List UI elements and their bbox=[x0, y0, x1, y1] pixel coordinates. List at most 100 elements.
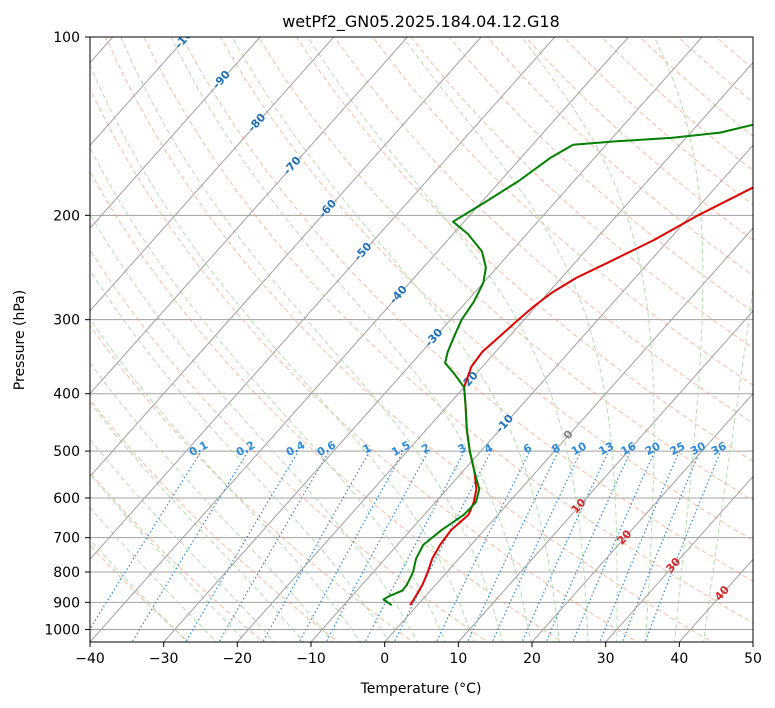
isotherm-label-bg bbox=[210, 73, 233, 86]
isotherm-label-bg bbox=[458, 374, 481, 387]
isotherm-line bbox=[604, 475, 753, 642]
moist-adiabat bbox=[402, 37, 618, 642]
y-tick-label: 200 bbox=[53, 208, 80, 224]
moist-adiabat bbox=[90, 213, 418, 642]
mixing-ratio-line bbox=[393, 450, 492, 642]
x-tick-label: −30 bbox=[149, 651, 179, 667]
isotherm-label-bg bbox=[387, 288, 410, 301]
dry-adiabat bbox=[181, 37, 753, 582]
mixing-ratio-line bbox=[599, 450, 681, 642]
isotherm-line bbox=[236, 61, 753, 642]
x-tick-label: −10 bbox=[296, 651, 326, 667]
mixing-ratio-line bbox=[218, 450, 330, 642]
moist-adiabat bbox=[90, 269, 390, 642]
isotherm-line bbox=[531, 392, 753, 642]
mixing-ratio-line bbox=[325, 450, 429, 642]
isotherm-line bbox=[90, 37, 261, 229]
x-tick-label: 40 bbox=[670, 651, 688, 667]
isotherm-line bbox=[90, 37, 630, 642]
mixing-ratio-lines bbox=[90, 450, 722, 642]
dry-adiabat bbox=[143, 37, 753, 624]
isotherm-label-bg bbox=[175, 37, 198, 43]
x-tick-label: 10 bbox=[449, 651, 467, 667]
mixing-ratio-label: 16 bbox=[619, 439, 639, 458]
isotherm-label-bg bbox=[317, 202, 340, 215]
isotherm-label-bg bbox=[352, 245, 375, 258]
isotherm-line bbox=[310, 144, 753, 642]
isotherm-lines bbox=[90, 37, 753, 642]
moist-adiabat bbox=[90, 506, 218, 642]
dry-adiabat bbox=[90, 248, 489, 642]
mixing-ratio-line bbox=[364, 450, 465, 642]
moist-adiabats bbox=[90, 37, 753, 642]
mixing-ratio-label: 36 bbox=[709, 439, 729, 458]
pressure-gridlines bbox=[90, 37, 753, 630]
mixing-ratio-label: 30 bbox=[688, 439, 708, 458]
moist-adiabat bbox=[307, 37, 589, 642]
moist-adiabat bbox=[231, 37, 560, 642]
x-tick-label: 50 bbox=[744, 651, 762, 667]
mixing-ratio-label: 13 bbox=[597, 439, 617, 458]
y-tick-label: 600 bbox=[53, 491, 80, 507]
moist-adiabat bbox=[120, 37, 503, 642]
isotherm-line bbox=[90, 37, 188, 147]
mixing-ratio-label: 20 bbox=[643, 439, 663, 458]
moist-adiabat bbox=[653, 37, 704, 642]
y-axis-ticks: 100 200 300 400 500 600 700 800 900 1000 bbox=[44, 30, 90, 638]
mixing-ratio-line bbox=[466, 450, 559, 642]
moist-adiabat bbox=[90, 361, 333, 642]
dry-adiabat bbox=[372, 37, 753, 386]
x-axis-label: Temperature (°C) bbox=[360, 681, 482, 697]
dry-adiabat bbox=[219, 37, 753, 542]
y-tick-label: 500 bbox=[53, 444, 80, 460]
dry-adiabat bbox=[90, 398, 340, 642]
isotherm-label-bg bbox=[246, 116, 269, 129]
moist-adiabat bbox=[703, 283, 753, 642]
dry-adiabat bbox=[296, 37, 753, 462]
y-tick-label: 300 bbox=[53, 313, 80, 329]
dry-adiabat bbox=[90, 324, 414, 642]
dry-adiabat bbox=[410, 37, 753, 349]
isotherm-line bbox=[383, 227, 753, 642]
sounding-series bbox=[382, 123, 753, 607]
mixing-ratio-line bbox=[621, 450, 701, 642]
mixing-ratio-label: 25 bbox=[668, 439, 688, 458]
isotherm-label-bg bbox=[494, 417, 517, 430]
mixing-ratio-line bbox=[185, 450, 299, 642]
isotherm-line bbox=[90, 37, 409, 395]
dry-adiabat bbox=[90, 170, 564, 642]
moist-adiabat bbox=[90, 473, 247, 642]
dry-adiabat bbox=[90, 87, 638, 642]
x-tick-label: 20 bbox=[523, 651, 541, 667]
dry-adiabat bbox=[257, 37, 753, 502]
isotherm-label-bg bbox=[281, 159, 304, 172]
mixing-ratio-line bbox=[131, 450, 249, 642]
moist-adiabat bbox=[90, 318, 362, 642]
mixing-ratio-label: 10 bbox=[569, 439, 589, 458]
y-tick-label: 400 bbox=[53, 387, 80, 403]
x-tick-label: −40 bbox=[75, 651, 105, 667]
x-tick-label: 0 bbox=[380, 651, 389, 667]
isotherm-line bbox=[90, 37, 482, 478]
dry-adiabat bbox=[90, 471, 265, 642]
moist-adiabat bbox=[90, 63, 475, 642]
dewpoint-profile bbox=[382, 123, 753, 607]
moist-adiabat bbox=[90, 539, 188, 642]
moist-adiabat bbox=[170, 37, 532, 642]
plot-frame bbox=[89, 36, 754, 643]
x-tick-label: 30 bbox=[597, 651, 615, 667]
isotherm-line bbox=[752, 641, 753, 642]
temperature-profile bbox=[409, 186, 753, 606]
isotherm-line bbox=[90, 37, 556, 560]
mixing-ratio-line bbox=[491, 450, 582, 642]
y-tick-label: 1000 bbox=[44, 622, 80, 638]
mixing-ratio-line bbox=[90, 450, 202, 630]
moist-adiabat bbox=[90, 438, 276, 642]
moist-adiabat bbox=[521, 37, 655, 642]
y-tick-label: 800 bbox=[53, 565, 80, 581]
chart-title: wetPf2_GN05.2025.184.04.12.G18 bbox=[282, 12, 560, 32]
mixing-ratio-line bbox=[572, 450, 656, 642]
y-tick-label: 700 bbox=[53, 531, 80, 547]
isotherm-label-bg bbox=[423, 331, 446, 344]
